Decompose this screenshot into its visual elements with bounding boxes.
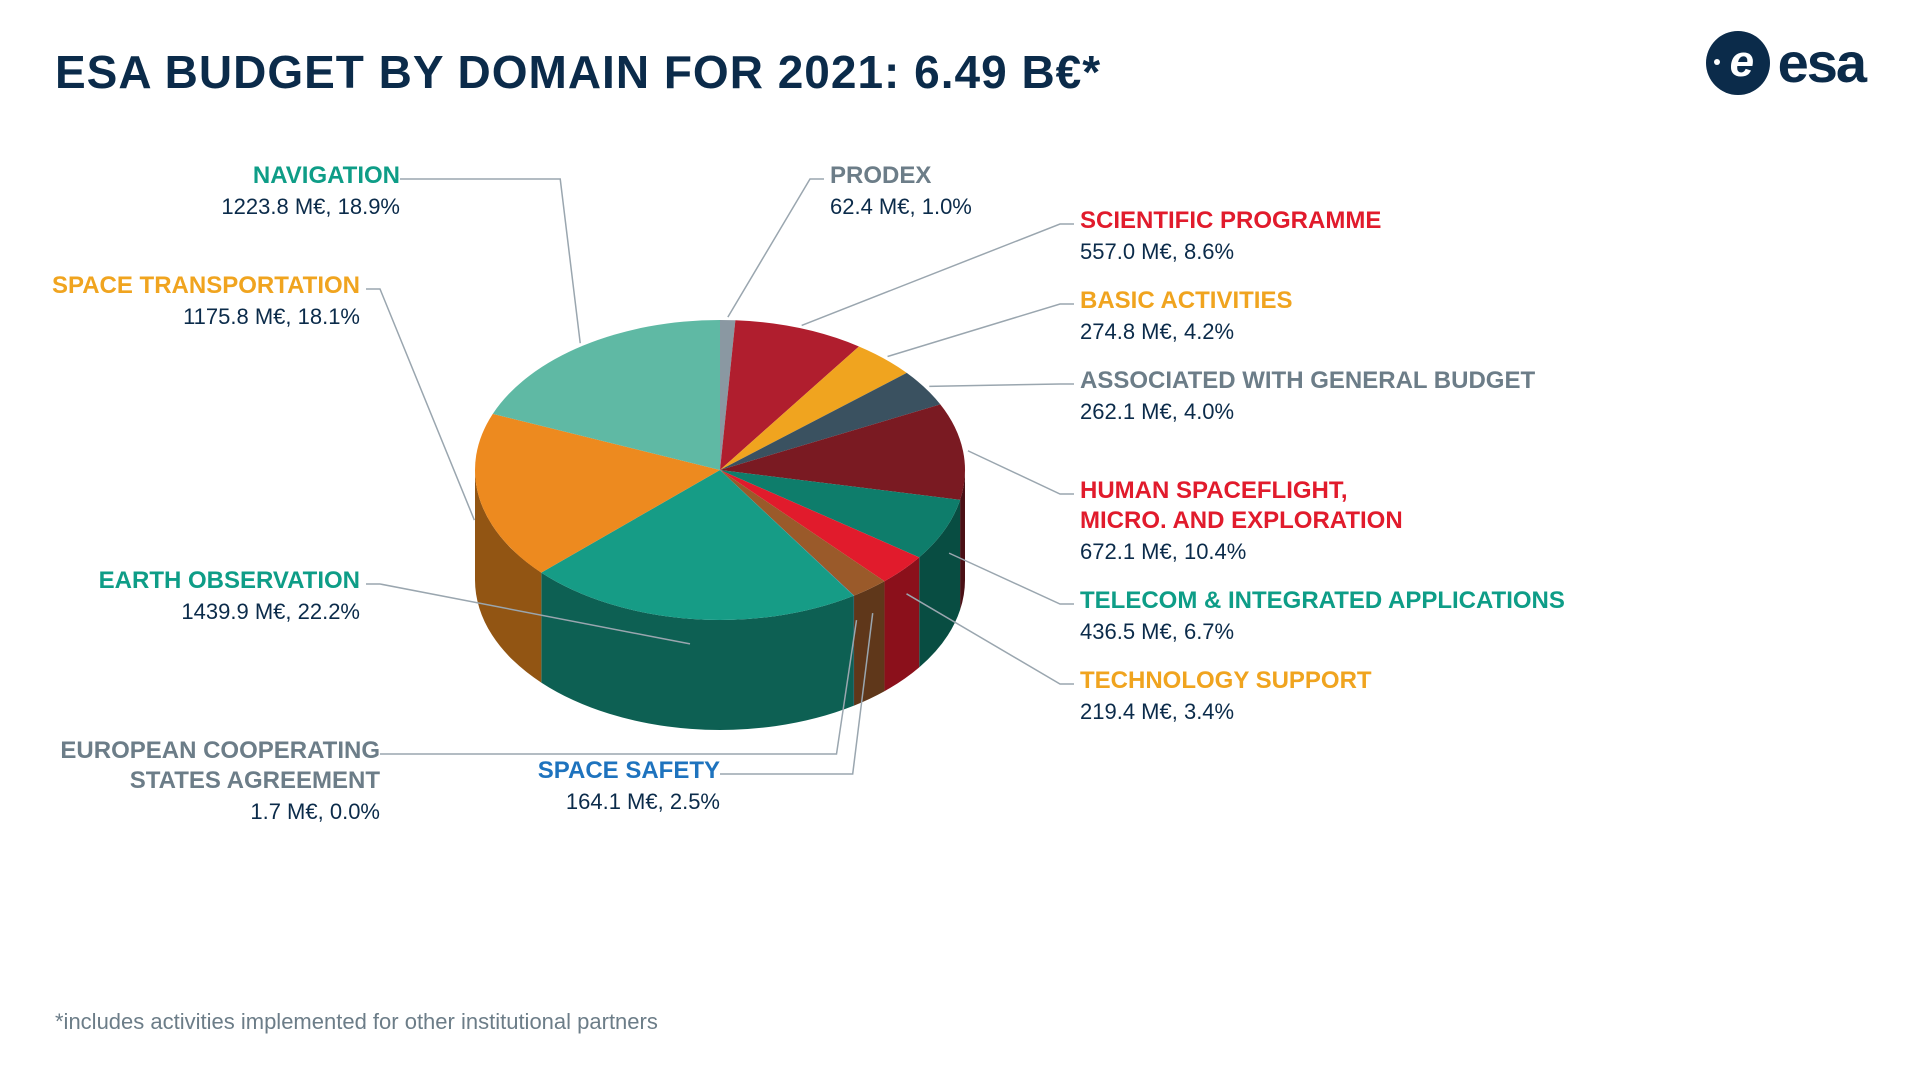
slice-label-value: 219.4 M€, 3.4%	[1080, 698, 1372, 726]
slice-label: ASSOCIATED WITH GENERAL BUDGET262.1 M€, …	[1080, 366, 1535, 426]
slice-label-value: 164.1 M€, 2.5%	[538, 788, 720, 816]
slice-label-value: 262.1 M€, 4.0%	[1080, 398, 1535, 426]
slice-label: SCIENTIFIC PROGRAMME557.0 M€, 8.6%	[1080, 206, 1381, 266]
slice-label-value: 274.8 M€, 4.2%	[1080, 318, 1292, 346]
slice-label: BASIC ACTIVITIES274.8 M€, 4.2%	[1080, 286, 1292, 346]
slice-label: SPACE TRANSPORTATION1175.8 M€, 18.1%	[52, 271, 360, 331]
slice-label-name: HUMAN SPACEFLIGHT,MICRO. AND EXPLORATION	[1080, 476, 1403, 536]
slice-label-name: TECHNOLOGY SUPPORT	[1080, 666, 1372, 696]
slice-label: EARTH OBSERVATION1439.9 M€, 22.2%	[99, 566, 360, 626]
footnote: *includes activities implemented for oth…	[55, 1009, 658, 1035]
slice-label-name: PRODEX	[830, 161, 972, 191]
slice-label: SPACE SAFETY164.1 M€, 2.5%	[538, 756, 720, 816]
slice-label-name: TELECOM & INTEGRATED APPLICATIONS	[1080, 586, 1565, 616]
slice-label-name: EUROPEAN COOPERATINGSTATES AGREEMENT	[60, 736, 380, 796]
slice-label-value: 1223.8 M€, 18.9%	[221, 193, 400, 221]
slice-label: EUROPEAN COOPERATINGSTATES AGREEMENT1.7 …	[60, 736, 380, 826]
slice-label-name: BASIC ACTIVITIES	[1080, 286, 1292, 316]
slice-label-name: SCIENTIFIC PROGRAMME	[1080, 206, 1381, 236]
slice-label: PRODEX62.4 M€, 1.0%	[830, 161, 972, 221]
slice-label-name: SPACE TRANSPORTATION	[52, 271, 360, 301]
slice-label: TECHNOLOGY SUPPORT219.4 M€, 3.4%	[1080, 666, 1372, 726]
slice-label: HUMAN SPACEFLIGHT,MICRO. AND EXPLORATION…	[1080, 476, 1403, 566]
slice-label-value: 62.4 M€, 1.0%	[830, 193, 972, 221]
slice-label-value: 436.5 M€, 6.7%	[1080, 618, 1565, 646]
chart-stage: PRODEX62.4 M€, 1.0% SCIENTIFIC PROGRAMME5…	[0, 0, 1920, 1080]
slice-label-value: 1.7 M€, 0.0%	[60, 798, 380, 826]
slice-label-value: 557.0 M€, 8.6%	[1080, 238, 1381, 266]
slice-label: NAVIGATION1223.8 M€, 18.9%	[221, 161, 400, 221]
slice-label-name: SPACE SAFETY	[538, 756, 720, 786]
slice-label: TELECOM & INTEGRATED APPLICATIONS436.5 M…	[1080, 586, 1565, 646]
slice-label-value: 1175.8 M€, 18.1%	[52, 303, 360, 331]
slice-label-name: ASSOCIATED WITH GENERAL BUDGET	[1080, 366, 1535, 396]
slice-label-value: 1439.9 M€, 22.2%	[99, 598, 360, 626]
slice-label-value: 672.1 M€, 10.4%	[1080, 538, 1403, 566]
slice-label-name: EARTH OBSERVATION	[99, 566, 360, 596]
slice-label-name: NAVIGATION	[221, 161, 400, 191]
